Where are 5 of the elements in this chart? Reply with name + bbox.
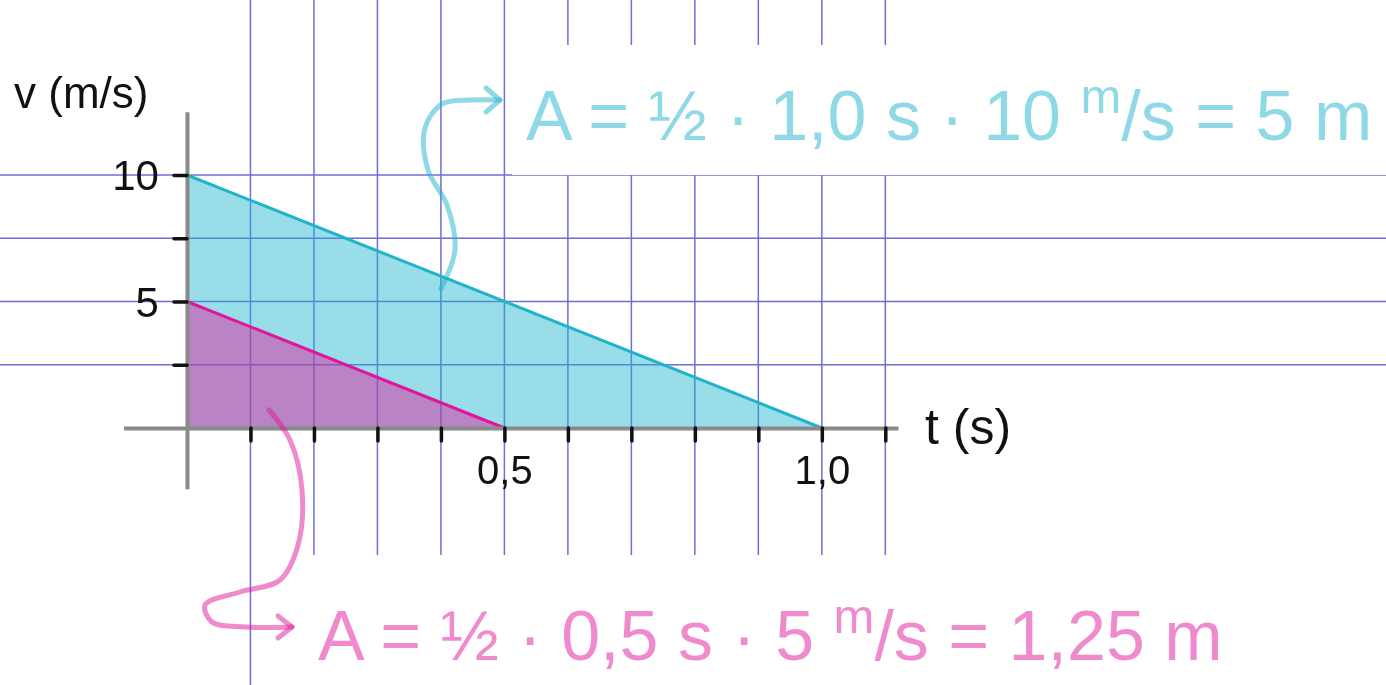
y-axis-title: v (m/s): [14, 68, 149, 117]
y-tick-label: 10: [112, 152, 159, 200]
annotation: A = ½ · 1,0 s · 10 $^{m}$/s = 5 m: [526, 69, 1373, 155]
text: A = ½ · 0,5 s · 5 $^{m}$/s = 1,25 m: [318, 589, 1223, 675]
x-axis-title: t (s): [925, 398, 1012, 455]
